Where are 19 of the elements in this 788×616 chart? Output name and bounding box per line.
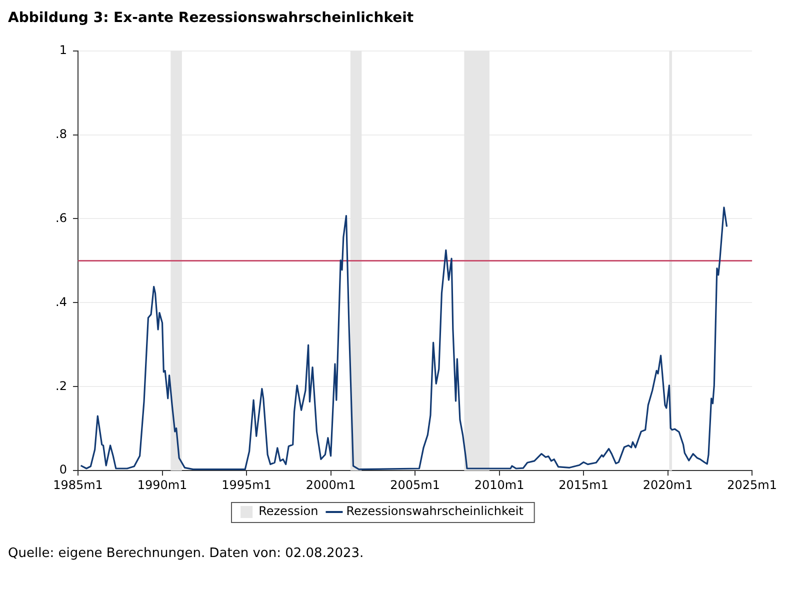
x-tick-label: 2000m1 (306, 478, 356, 492)
x-tick-label: 1995m1 (222, 478, 272, 492)
x-tick-label: 2010m1 (474, 478, 524, 492)
y-tick-label: .6 (56, 210, 67, 225)
chart-title: Abbildung 3: Ex-ante Rezessionswahrscheinlichkeit (8, 10, 414, 26)
legend-label: Rezession (258, 504, 318, 518)
y-tick-label: .4 (56, 294, 67, 309)
y-tick-label: 0 (59, 462, 67, 477)
y-tick-label: .8 (56, 126, 67, 141)
x-tick-label: 2015m1 (558, 478, 608, 492)
x-tick-label: 2005m1 (390, 478, 440, 492)
x-tick-label: 1985m1 (53, 478, 103, 492)
x-tick-label: 2025m1 (727, 478, 778, 492)
source-note: Quelle: eigene Berechnungen. Daten von: 02.08.2023. (8, 546, 365, 561)
x-tick-label: 1990m1 (137, 478, 188, 492)
x-tick-label: 2020m1 (642, 478, 693, 492)
legend-label: Rezessionswahrscheinlichkeit (346, 504, 524, 518)
y-tick-label: .2 (56, 378, 67, 393)
y-tick-label: 1 (59, 42, 67, 57)
